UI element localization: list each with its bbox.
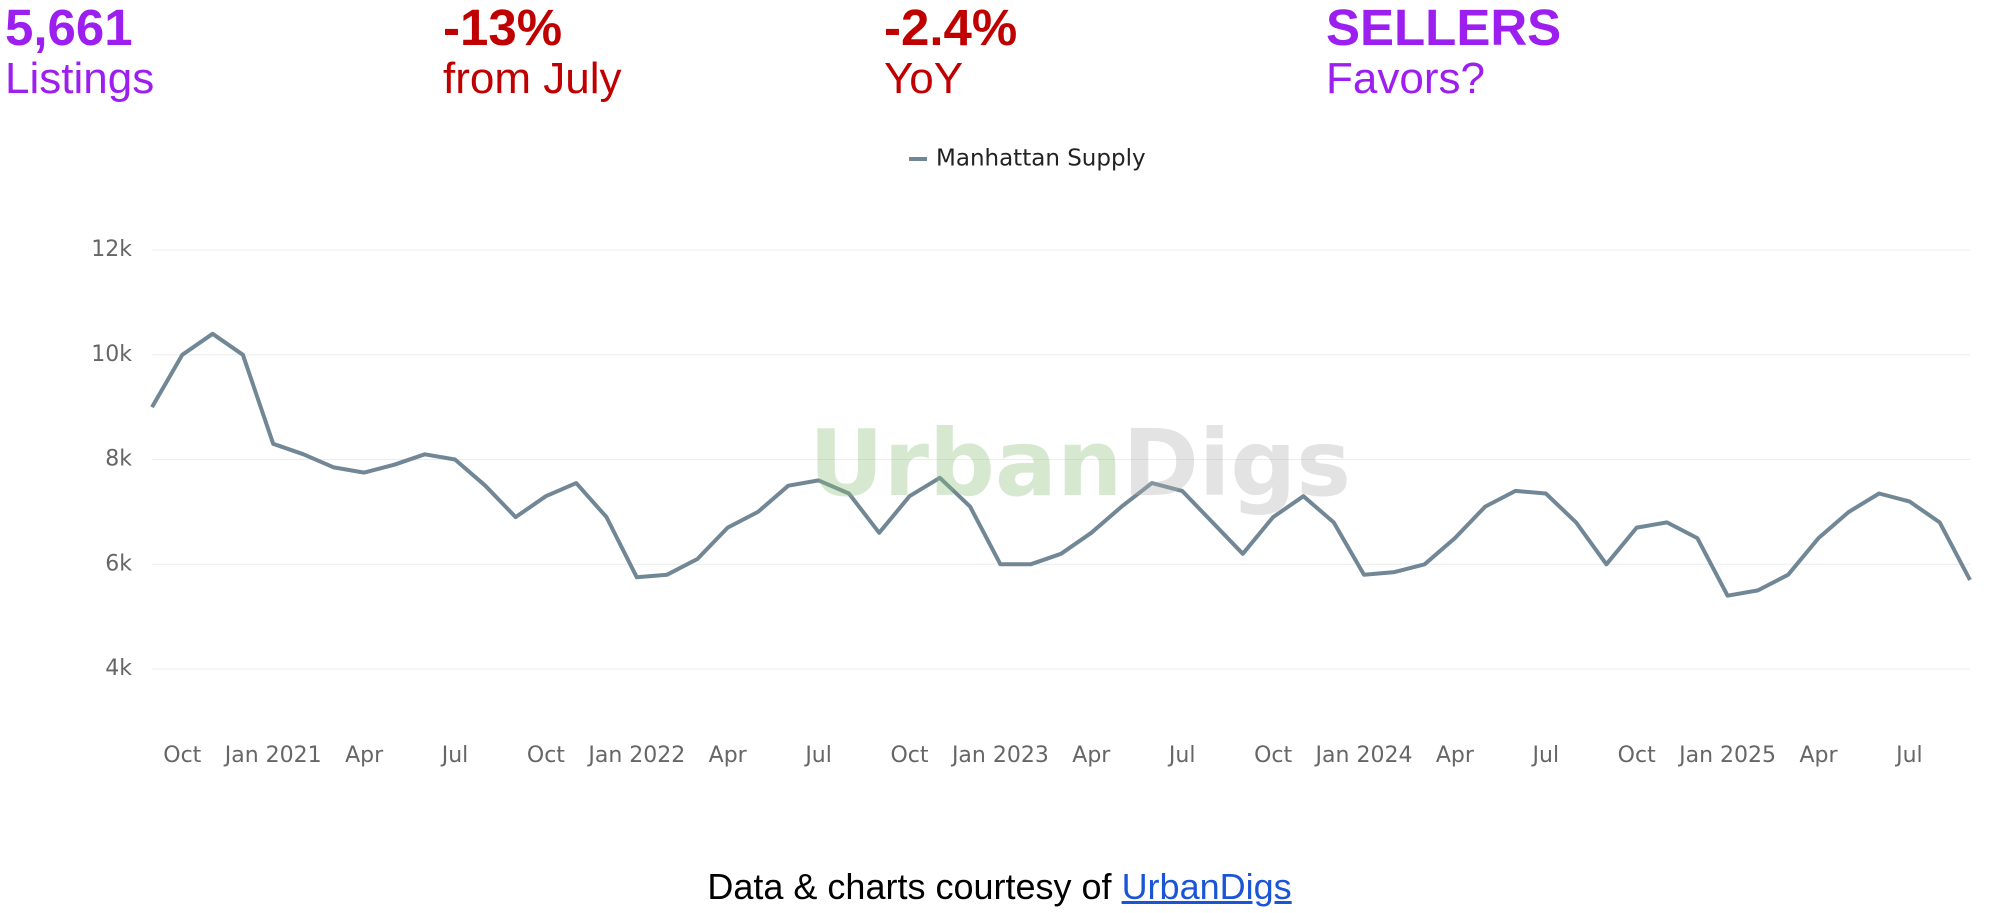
stat-value: -2.4%: [884, 0, 1018, 56]
footer-link[interactable]: UrbanDigs: [1121, 866, 1292, 907]
y-tick-label: 10k: [91, 342, 132, 367]
x-tick-label: Apr: [1799, 743, 1838, 768]
x-tick-label: Jul: [1894, 743, 1923, 768]
stat: -13% from July: [443, 0, 621, 101]
x-tick-label: Oct: [527, 743, 565, 768]
stat-label: Favors?: [1326, 54, 1485, 103]
x-tick-label: Jan 2021: [223, 743, 322, 768]
y-tick-label: 6k: [105, 551, 132, 576]
x-tick-label: Jan 2023: [950, 743, 1049, 768]
stat: 5,661 Listings: [5, 0, 154, 101]
x-tick-label: Oct: [1618, 743, 1656, 768]
y-tick-label: 12k: [91, 237, 132, 262]
watermark-part: Urban: [809, 410, 1123, 517]
x-tick-label: Oct: [163, 743, 201, 768]
watermark: UrbanDigs: [809, 410, 1351, 517]
x-tick-label: Jul: [440, 743, 469, 768]
stat-value: SELLERS: [1326, 0, 1562, 56]
x-tick-label: Apr: [1436, 743, 1475, 768]
x-tick-label: Jan 2022: [586, 743, 685, 768]
stat-label: from July: [443, 54, 622, 103]
x-tick-label: Apr: [345, 743, 384, 768]
legend-label: Manhattan Supply: [936, 146, 1146, 172]
chart: 4k 6k 8k 10k 12k Oct Jan 2021 Apr Jul Oct Jan 2022…: [91, 146, 1972, 768]
footer: Data & charts courtesy of UrbanDigs: [0, 866, 1999, 908]
x-tick-label: Jul: [1531, 743, 1560, 768]
watermark-part: Digs: [1122, 410, 1351, 517]
series-line: [150, 331, 1972, 598]
x-tick-label: Oct: [890, 743, 928, 768]
x-tick-label: Apr: [1072, 743, 1111, 768]
stat-label: Listings: [5, 54, 155, 103]
stat: -2.4% YoY: [884, 0, 1017, 101]
y-tick-label: 8k: [105, 447, 132, 472]
stat-label: YoY: [884, 54, 964, 103]
x-tick-label: Jul: [803, 743, 832, 768]
stat: SELLERS Favors?: [1326, 0, 1561, 101]
stat-value: -13%: [443, 0, 563, 56]
x-tick-label: Jul: [1167, 743, 1196, 768]
footer-text: Data & charts courtesy of: [707, 866, 1112, 907]
x-tick-label: Jan 2025: [1677, 743, 1776, 768]
stat-value: 5,661: [5, 0, 133, 56]
x-tick-label: Jan 2024: [1314, 743, 1413, 768]
y-tick-label: 4k: [105, 656, 132, 681]
x-tick-label: Apr: [709, 743, 748, 768]
x-tick-label: Oct: [1254, 743, 1292, 768]
